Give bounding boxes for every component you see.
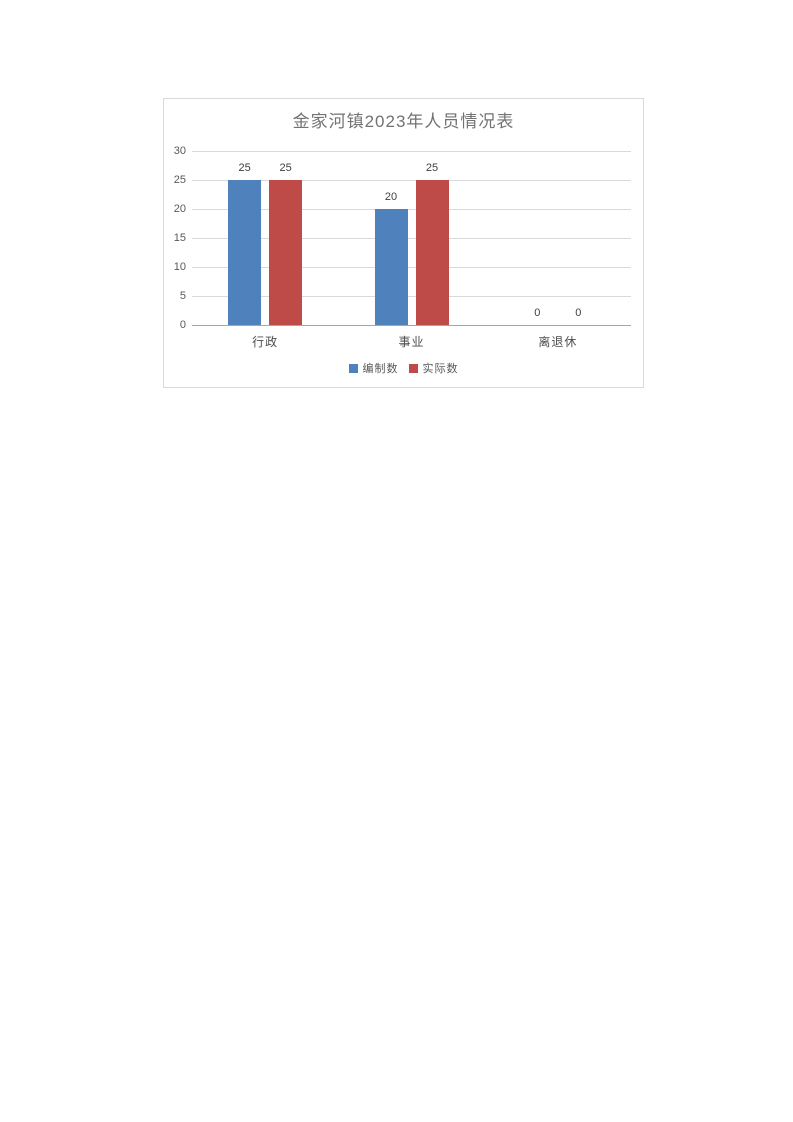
legend-swatch-icon (348, 363, 358, 373)
y-axis-tick-label: 0 (179, 319, 186, 331)
x-axis-category-label: 行政 (252, 335, 279, 349)
bar-value-label: 0 (534, 307, 541, 319)
chart-title: 金家河镇2023年人员情况表 (292, 112, 515, 131)
plot-area: 0 5 10 15 20 25 30 25 25 行政 20 25 事业 0 0 离退休 (164, 99, 643, 387)
y-axis-tick-label: 30 (173, 145, 186, 157)
chart-legend: 编制数 实际数 (164, 360, 643, 376)
bar-value-label: 0 (575, 307, 582, 319)
y-axis-tick-label: 10 (173, 261, 186, 273)
bar-series-1-category-2 (374, 209, 408, 325)
x-axis-category-label: 事业 (398, 335, 425, 349)
legend-swatch-icon (408, 363, 418, 373)
bar-value-label: 25 (279, 162, 292, 174)
personnel-bar-chart: 金家河镇2023年人员情况表 0 5 10 15 20 25 30 25 25 行政 20 25 事业 0… (163, 98, 644, 388)
bar-series-1-category-1 (228, 180, 262, 325)
y-gridline (192, 151, 631, 152)
y-axis-tick-label: 15 (173, 232, 186, 244)
y-gridline (192, 267, 631, 268)
y-gridline (192, 238, 631, 239)
bar-value-label: 20 (384, 191, 398, 203)
legend-item-series-2: 实际数 (408, 360, 459, 376)
y-axis-tick-label: 20 (173, 203, 186, 215)
x-axis-line (192, 325, 631, 326)
y-axis-tick-label: 25 (173, 174, 186, 186)
legend-item-series-1: 编制数 (348, 360, 399, 376)
bar-series-2-category-2 (415, 180, 449, 325)
bar-value-label: 25 (425, 162, 439, 174)
x-axis-category-label: 离退休 (538, 335, 578, 349)
y-gridline (192, 180, 631, 181)
legend-label: 实际数 (422, 363, 459, 375)
legend-label: 编制数 (362, 363, 399, 375)
y-gridline (192, 209, 631, 210)
y-gridline (192, 296, 631, 297)
bar-series-2-category-1 (269, 180, 303, 325)
bar-value-label: 25 (238, 162, 251, 174)
y-axis-tick-label: 5 (179, 290, 186, 302)
